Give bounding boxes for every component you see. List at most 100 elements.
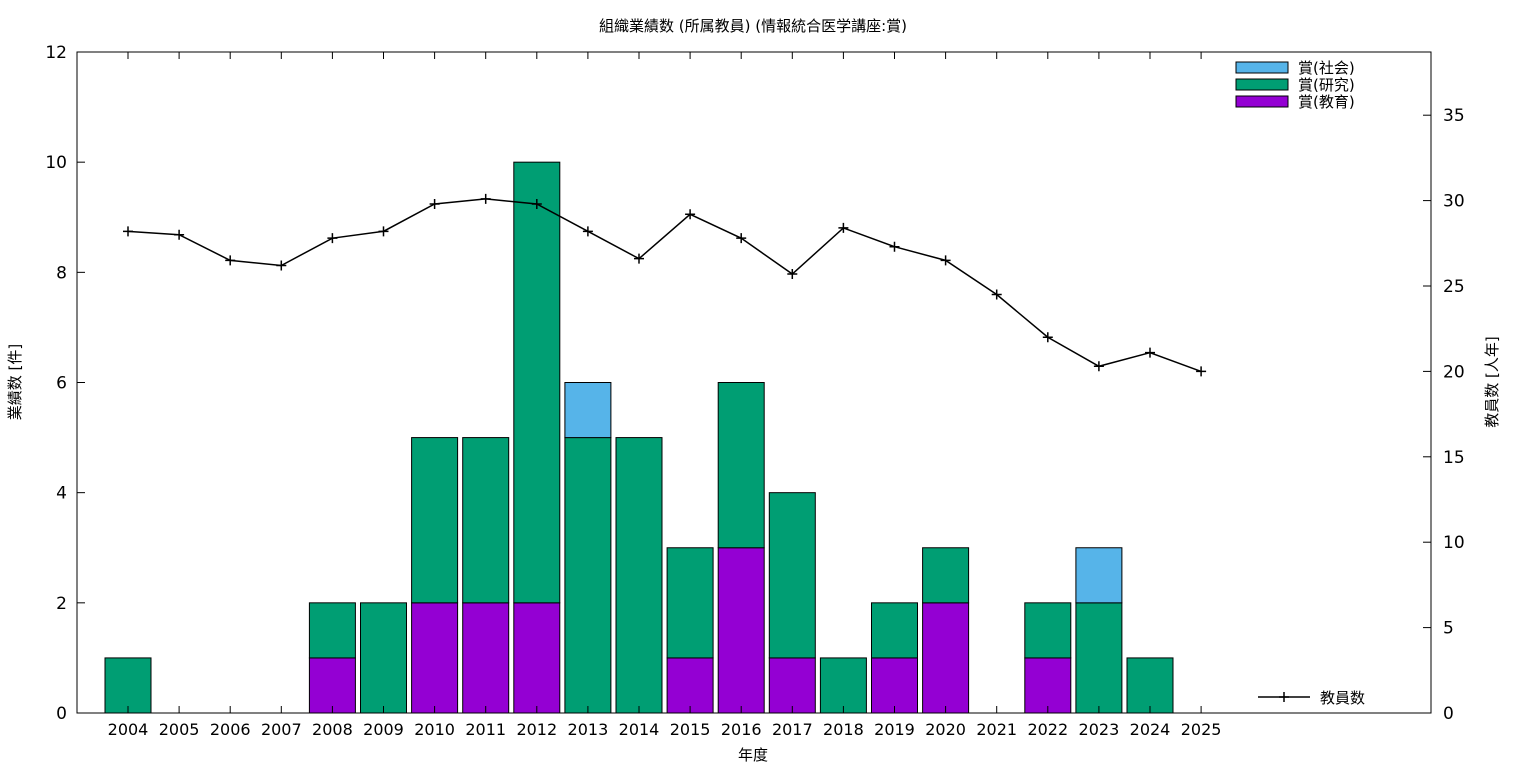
- bar-2008-series-1: [308, 602, 356, 659]
- y2-tick-label: 35: [1443, 106, 1465, 126]
- bar-2009-series-1: [360, 602, 407, 714]
- legend-line-marker: [1279, 692, 1289, 702]
- legend-label-line: 教員数: [1320, 689, 1365, 707]
- x-tick-label-2014: 2014: [619, 720, 660, 739]
- bar-2016-series-1: [717, 382, 765, 549]
- faculty-count-point-2020: [940, 255, 951, 266]
- y-axis-label: 業績数 [件]: [6, 344, 24, 420]
- faculty-count-point-2023: [1093, 361, 1104, 372]
- faculty-count-point-2022: [1042, 332, 1053, 343]
- y2-tick-label: 10: [1443, 533, 1465, 553]
- x-tick-label-2019: 2019: [874, 720, 915, 739]
- bar-2011-series-1: [462, 437, 510, 604]
- faculty-count-point-2018: [838, 222, 849, 233]
- x-tick-label-2004: 2004: [108, 720, 149, 739]
- y-tick-label: 10: [45, 153, 67, 173]
- y2-tick-label: 25: [1443, 277, 1465, 297]
- faculty-count-point-2012: [531, 199, 542, 210]
- bar-2014-series-1: [615, 437, 663, 714]
- bar-2019-series-1: [871, 602, 918, 659]
- bar-2020-series-1: [922, 547, 970, 604]
- x-tick-label-2009: 2009: [363, 720, 404, 739]
- y2-tick-label: 0: [1443, 704, 1454, 724]
- x-tick-label-2005: 2005: [159, 720, 200, 739]
- faculty-count-point-2011: [480, 193, 491, 204]
- y2-tick-label: 20: [1443, 362, 1465, 382]
- bar-2010-series-1: [411, 437, 459, 604]
- y2-tick-label: 15: [1443, 448, 1465, 468]
- y2-axis-label: 教員数 [人年]: [1483, 336, 1501, 427]
- bar-2012-series-0: [513, 602, 561, 714]
- x-tick-label-2013: 2013: [568, 720, 609, 739]
- y-tick-label: 4: [56, 484, 67, 504]
- faculty-count-line-layer: [123, 193, 1207, 377]
- bar-2022-series-0: [1024, 657, 1072, 714]
- y-tick-label: 8: [56, 263, 67, 283]
- y-tick-label: 6: [56, 374, 67, 394]
- faculty-count-point-2013: [582, 226, 593, 237]
- legend-swatch: [1235, 78, 1289, 91]
- x-tick-label-2011: 2011: [465, 720, 506, 739]
- y-tick-label: 2: [56, 594, 67, 614]
- faculty-count-point-2010: [429, 199, 440, 210]
- x-tick-label-2023: 2023: [1079, 720, 1120, 739]
- bar-2017-series-1: [768, 492, 816, 659]
- y-tick-label: 12: [45, 43, 67, 63]
- bar-2019-series-0: [871, 657, 918, 714]
- bar-2017-series-0: [768, 657, 816, 714]
- faculty-count-point-2015: [685, 209, 696, 220]
- faculty-count-point-2025: [1196, 366, 1207, 377]
- y-tick-label: 0: [56, 704, 67, 724]
- legend-swatch: [1235, 95, 1289, 108]
- bar-2023-series-1: [1075, 602, 1123, 714]
- x-tick-label-2018: 2018: [823, 720, 864, 739]
- bar-2012-series-1: [513, 161, 561, 604]
- faculty-count-line: [127, 198, 1202, 373]
- bar-2015-series-1: [666, 547, 714, 659]
- y2-tick-label: 30: [1443, 192, 1465, 212]
- bar-2011-series-0: [462, 602, 510, 714]
- faculty-count-point-2016: [736, 233, 747, 244]
- x-axis-label: 年度: [738, 746, 768, 764]
- x-tick-label-2021: 2021: [976, 720, 1017, 739]
- faculty-count-point-2005: [174, 229, 185, 240]
- faculty-count-point-2004: [123, 226, 133, 237]
- x-tick-label-2025: 2025: [1181, 720, 1222, 739]
- chart-title: 組織業績数 (所属教員) (情報統合医学講座:賞): [599, 17, 907, 35]
- x-tick-label-2006: 2006: [210, 720, 251, 739]
- x-tick-label-2022: 2022: [1027, 720, 1068, 739]
- faculty-count-point-2007: [276, 260, 287, 271]
- bars-layer: [104, 161, 1174, 714]
- bar-2013-series-2: [564, 382, 612, 439]
- faculty-count-point-2021: [991, 289, 1002, 300]
- x-tick-label-2016: 2016: [721, 720, 762, 739]
- bar-2010-series-0: [411, 602, 459, 714]
- faculty-count-point-2019: [889, 241, 900, 252]
- x-tick-label-2007: 2007: [261, 720, 302, 739]
- x-tick-label-2012: 2012: [516, 720, 557, 739]
- bar-2018-series-1: [819, 657, 867, 714]
- faculty-count-point-2006: [225, 255, 236, 266]
- faculty-count-point-2017: [787, 269, 798, 280]
- faculty-count-point-2024: [1145, 347, 1155, 358]
- x-tick-label-2008: 2008: [312, 720, 353, 739]
- faculty-count-point-2008: [327, 233, 338, 244]
- legend-swatch: [1235, 61, 1289, 74]
- bar-2024-series-1: [1126, 657, 1174, 714]
- x-tick-label-2010: 2010: [414, 720, 455, 739]
- bar-2016-series-0: [717, 547, 765, 714]
- y2-tick-label: 5: [1443, 619, 1454, 639]
- legend-label: 賞(教育): [1298, 93, 1355, 111]
- bar-2015-series-0: [666, 657, 714, 714]
- bar-2023-series-2: [1075, 547, 1123, 604]
- legend: 賞(社会)賞(研究)賞(教育) 教員数: [1235, 59, 1365, 707]
- bar-2013-series-1: [564, 437, 612, 714]
- x-tick-label-2015: 2015: [670, 720, 711, 739]
- x-tick-label-2017: 2017: [772, 720, 813, 739]
- legend-label: 賞(研究): [1298, 76, 1355, 94]
- x-tick-label-2020: 2020: [925, 720, 966, 739]
- legend-label: 賞(社会): [1298, 59, 1355, 77]
- bar-2020-series-0: [922, 602, 970, 714]
